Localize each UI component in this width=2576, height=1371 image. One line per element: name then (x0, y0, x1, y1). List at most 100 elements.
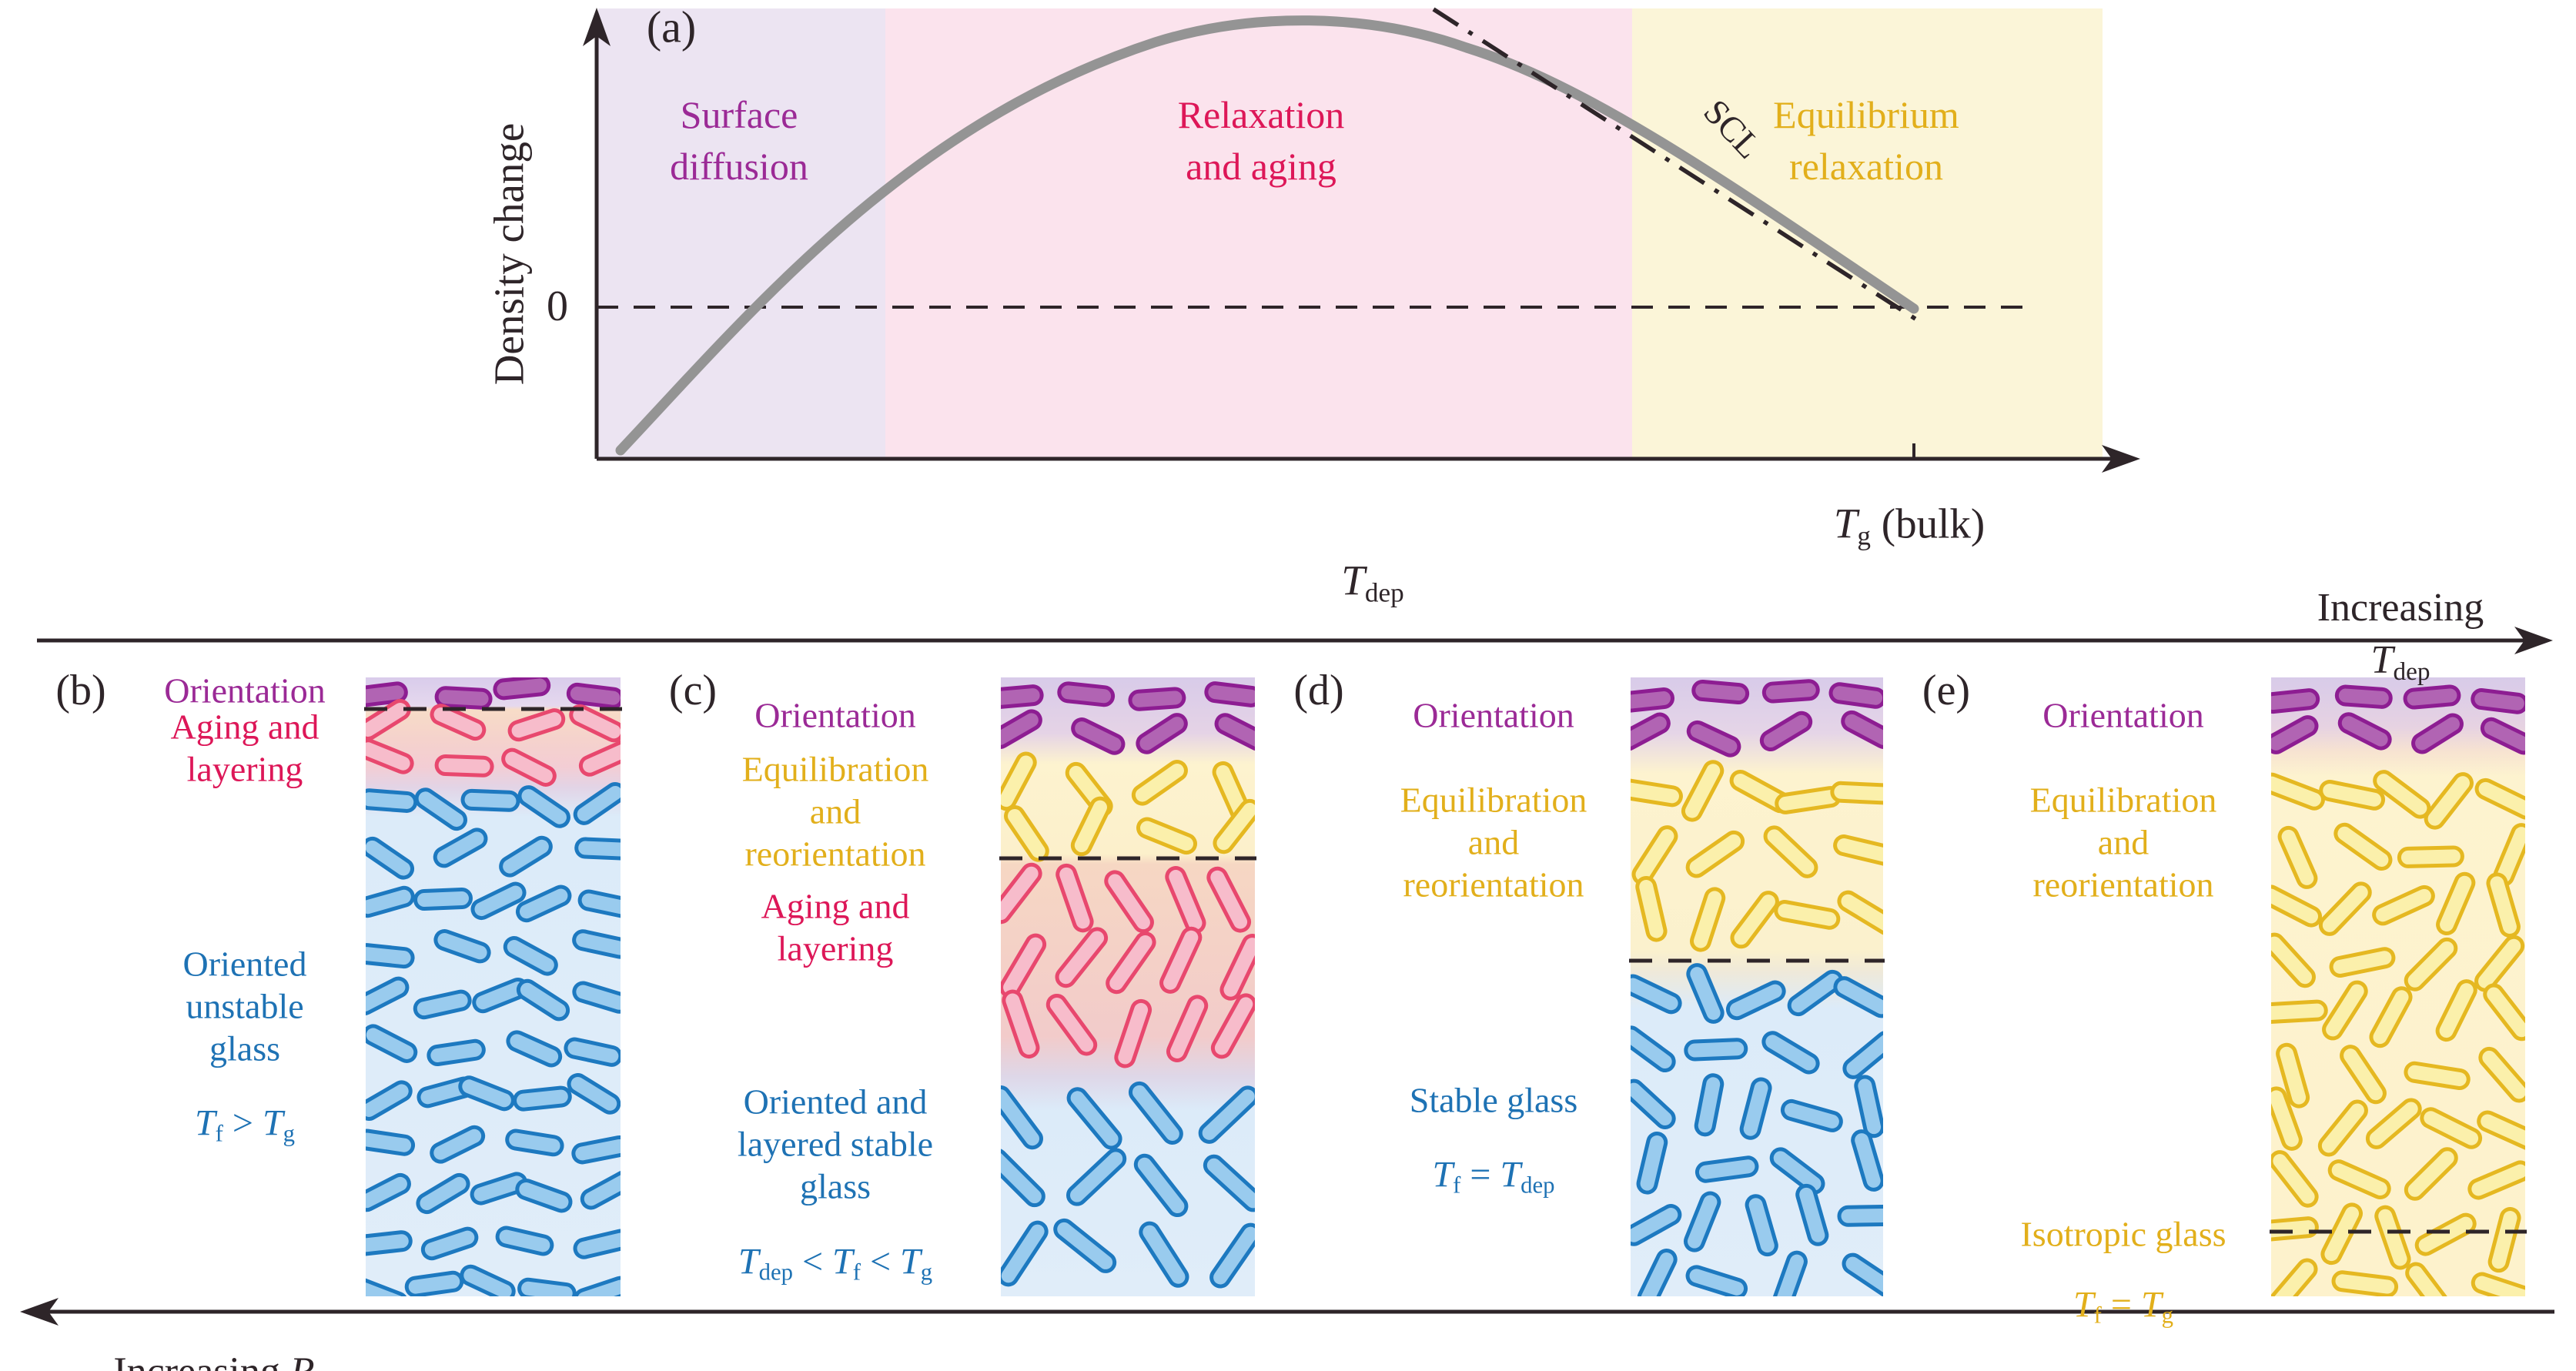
relaxation-aging-label: Relaxation and aging (1177, 93, 1345, 188)
blue-molecule-rod (567, 1073, 621, 1115)
purple-molecule-rod (1204, 681, 1255, 707)
molecular-column-b (364, 677, 622, 1296)
purple-molecule-rod (1691, 679, 1750, 705)
blue-molecule-rod (433, 929, 491, 964)
column-e-molecules (2271, 684, 2525, 1296)
blue-molecule-rod (573, 781, 621, 825)
purple-molecule-rod (1686, 720, 1741, 757)
panel-c-aging-label-line1: Aging and (761, 886, 910, 926)
yellow-molecule-rod (2271, 999, 2328, 1024)
panel-b-state-label-line1: Oriented (182, 944, 307, 984)
pink-molecule-rod (501, 747, 557, 787)
blue-molecule-rod (572, 929, 621, 959)
purple-molecule-rod (1057, 681, 1116, 707)
panel-d-label: (d) (1293, 667, 1344, 715)
purple-molecule-rod (1761, 679, 1820, 704)
blue-molecule-rod (516, 978, 570, 1022)
blue-molecule-rod (1833, 976, 1883, 1018)
yellow-molecule-rod (1136, 817, 1197, 855)
density-change-curve (615, 15, 1919, 456)
blue-molecule-rod (574, 837, 621, 861)
pink-molecule-rod (1106, 931, 1156, 995)
yellow-molecule-rod (2320, 1202, 2364, 1266)
purple-molecule-rod (2271, 715, 2319, 754)
x-axis-arrowhead-icon (2102, 445, 2140, 473)
purple-molecule-rod (1001, 709, 1042, 749)
purple-molecule-rod (1128, 687, 1186, 711)
yellow-molecule-rod (2271, 1258, 2318, 1296)
blue-molecule-rod (1686, 963, 1725, 1024)
surface-diffusion-band (598, 8, 885, 459)
blue-molecule-rod (1636, 1132, 1668, 1195)
panel-e-orientation-label: Orientation (2042, 695, 2204, 735)
pink-molecule-rod (366, 738, 414, 774)
increasing-rdep-label: Increasing Rdep (113, 1292, 351, 1371)
yellow-molecule-rod (2478, 1046, 2525, 1103)
panel-b-aging-label-line2: layering (186, 749, 303, 789)
blue-molecule-rod (1631, 1025, 1676, 1073)
purple-molecule-rod (566, 682, 621, 709)
panel-e-equilibration-line1: Equilibration (2029, 780, 2217, 820)
yellow-molecule-rod (2487, 1207, 2521, 1273)
blue-molecule-rod (1685, 1265, 1748, 1296)
yellow-molecule-rod (2333, 822, 2393, 871)
pink-molecule-rod (1166, 995, 1209, 1062)
yellow-molecule-rod (2372, 884, 2435, 926)
blue-molecule-rod (414, 787, 467, 831)
blue-molecule-rod (515, 1178, 573, 1213)
blue-molecule-rod (1725, 980, 1786, 1021)
yellow-molecule-rod (1837, 890, 1883, 936)
yellow-molecule-rod (2420, 1107, 2483, 1149)
blue-molecule-rod (366, 943, 415, 969)
panel-d-state-label: Stable glass (1409, 1080, 1578, 1120)
molecular-columns (364, 677, 2527, 1296)
purple-molecule-rod (2271, 688, 2320, 714)
yellow-molecule-rod (1631, 778, 1683, 808)
yellow-molecule-rod (2405, 1262, 2454, 1296)
blue-molecule-rod (1854, 1075, 1883, 1139)
blue-molecule-rod (574, 1276, 621, 1296)
purple-molecule-rod (2334, 684, 2393, 709)
column-c-molecules (1001, 681, 1255, 1289)
panel-c-state-label-line1: Oriented and (743, 1082, 928, 1122)
yellow-molecule-rod (1833, 834, 1883, 867)
purple-molecule-rod (2411, 713, 2464, 754)
yellow-molecule-rod (2318, 881, 2372, 936)
blue-molecule-rod (573, 1229, 621, 1259)
yellow-molecule-rod (2365, 1098, 2422, 1149)
blue-molecule-rod (1761, 1031, 1820, 1075)
pink-molecule-rod (1104, 870, 1154, 934)
panel-c-equilibration-line1: Equilibration (741, 749, 929, 789)
purple-molecule-rod (1071, 717, 1126, 755)
purple-molecule-rod (366, 681, 408, 708)
blue-molecule-rod (366, 885, 415, 918)
yellow-molecule-rod (2477, 1110, 2525, 1151)
pink-molecule-rod (430, 704, 487, 741)
purple-molecule-rod (1631, 712, 1671, 751)
purple-molecule-rod (2471, 688, 2525, 714)
yellow-molecule-rod (1635, 876, 1668, 942)
blue-molecule-rod (420, 1226, 479, 1261)
pink-molecule-rod (1002, 989, 1040, 1059)
blue-molecule-rod (1001, 1220, 1049, 1287)
yellow-molecule-rod (2374, 1205, 2411, 1270)
yellow-molecule-rod (2329, 947, 2396, 978)
yellow-molecule-rod (2467, 1160, 2525, 1200)
yellow-molecule-rod (2271, 1086, 2303, 1151)
yellow-molecule-rod (2471, 1272, 2525, 1296)
molecular-column-c (999, 677, 1256, 1296)
blue-molecule-rod (564, 1037, 621, 1067)
blue-molecule-rod (433, 828, 488, 868)
blue-molecule-rod (1694, 1155, 1759, 1183)
purple-molecule-rod (1841, 710, 1883, 749)
equilibrium-relaxation-band (1632, 8, 2103, 459)
yellow-molecule-rod (2483, 983, 2525, 1042)
blue-molecule-rod (1066, 1148, 1127, 1206)
purple-molecule-rod (2480, 717, 2525, 755)
panel-d-orientation-label: Orientation (1413, 695, 1574, 735)
panel-b-fictive-temperature: Tf > Tg (194, 1103, 296, 1147)
panel-d-fictive-temperature: Tf = Tdep (1432, 1155, 1555, 1199)
panel-e-equilibration-line2: and (2097, 822, 2149, 862)
purple-molecule-rod (493, 677, 551, 701)
